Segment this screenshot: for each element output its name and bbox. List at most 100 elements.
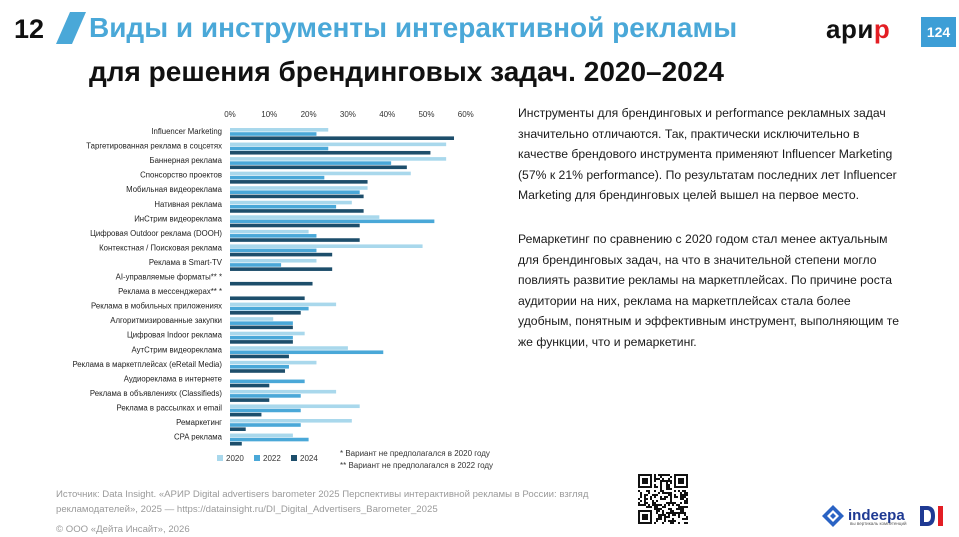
bar-2022 <box>230 408 301 413</box>
bar-2022 <box>230 423 301 427</box>
bar-2024 <box>230 383 270 388</box>
slash-decoration <box>56 12 86 44</box>
category-label: CPA реклама <box>174 433 223 442</box>
bar-2022 <box>230 306 309 311</box>
bar-2020 <box>230 128 329 132</box>
bar-2020 <box>230 346 348 350</box>
source-note: Источник: Data Insight. «АРИР Digital ad… <box>56 489 589 515</box>
bar-2020 <box>230 229 309 234</box>
x-tick-label: 30% <box>340 110 356 119</box>
bar-2020 <box>230 200 352 205</box>
category-label: АутСтрим видеореклама <box>132 345 223 354</box>
bar-2022 <box>230 263 282 267</box>
category-label: Мобильная видеореклама <box>126 185 223 194</box>
arir-logo: арир <box>826 14 891 44</box>
bar-2020 <box>230 317 274 321</box>
bar-2022 <box>230 321 293 325</box>
category-label: Реклама в Smart-TV <box>149 258 223 267</box>
footnote: ** Вариант не предполагался в 2022 году <box>340 461 493 470</box>
bar-2024 <box>230 165 407 170</box>
indeepa-diamond-icon <box>822 505 844 527</box>
bar-2022 <box>230 437 309 442</box>
legend-swatch <box>217 455 223 461</box>
bar-2020 <box>230 157 447 161</box>
bar-2020 <box>230 258 317 263</box>
legend-label: 2020 <box>226 454 244 463</box>
bar-2024 <box>230 180 368 184</box>
bar-2022 <box>230 175 325 180</box>
section-number: 12 <box>14 14 45 44</box>
category-label: Баннерная реклама <box>149 156 222 165</box>
category-label: Алгоритмизированные закупки <box>110 316 222 325</box>
bar-2024 <box>230 281 313 286</box>
bar-2024 <box>230 427 246 431</box>
bar-2024 <box>230 296 305 301</box>
bar-2024 <box>230 412 262 417</box>
bar-2020 <box>230 331 305 336</box>
category-label: AI-управляемые форматы** * <box>116 273 222 282</box>
category-label: Спонсорство проектов <box>140 171 222 180</box>
page-number-badge: 124 <box>921 17 956 47</box>
bar-2022 <box>230 234 317 238</box>
bar-2024 <box>230 311 301 315</box>
bar-2022 <box>230 204 337 209</box>
paragraph-remarketing: Ремаркетинг по сравнению с 2020 годом ст… <box>518 232 900 349</box>
category-label: Реклама в объявлениях (Classifieds) <box>90 389 222 398</box>
category-label: ИнСтрим видеореклама <box>134 214 222 223</box>
x-tick-label: 40% <box>379 110 395 119</box>
bar-2022 <box>230 379 305 384</box>
bar-2020 <box>230 360 317 365</box>
x-tick-label: 10% <box>261 110 277 119</box>
bar-2022 <box>230 335 293 340</box>
copyright-note: © ООО «Дейта Инсайт», 2026 <box>56 524 190 535</box>
bar-chart: 0% 10% 20% 30% 40% 50% 60% Influencer Marketing… <box>72 110 493 470</box>
category-label: Цифровая Outdoor реклама (DOOH) <box>90 229 222 238</box>
legend-label: 2022 <box>263 454 281 463</box>
category-label: Реклама в мобильных приложениях <box>91 302 222 311</box>
bar-2024 <box>230 325 293 330</box>
page-title-line2: для решения брендинговых задач. 2020–202… <box>89 56 724 87</box>
x-tick-label: 20% <box>301 110 317 119</box>
bar-2022 <box>230 190 360 194</box>
bar-2022 <box>230 146 329 151</box>
category-label: Цифровая Indoor реклама <box>127 331 223 340</box>
bar-2022 <box>230 394 301 398</box>
category-label: Таргетированная реклама в соцсетях <box>86 142 222 151</box>
bar-2024 <box>230 354 289 359</box>
paragraph-influencer: Инструменты для брендинговых и performan… <box>518 106 897 203</box>
page-title-line1: Виды и инструменты интерактивной рекламы <box>89 12 738 43</box>
bar-2020 <box>230 171 411 176</box>
bar-2024 <box>230 223 360 228</box>
bar-2020 <box>230 215 380 219</box>
legend-label: 2024 <box>300 454 318 463</box>
category-label: Реклама в маркетплейсах (eRetail Media) <box>72 360 222 369</box>
bar-2024 <box>230 267 333 271</box>
category-label: Ремаркетинг <box>176 418 222 427</box>
bar-2020 <box>230 302 337 307</box>
bar-2024 <box>230 194 364 199</box>
bar-2024 <box>230 369 286 373</box>
bar-2020 <box>230 186 368 190</box>
bar-2024 <box>230 209 364 213</box>
qr-code[interactable] <box>638 474 688 524</box>
x-tick-label: 0% <box>224 110 236 119</box>
bar-2020 <box>230 419 352 423</box>
bar-2024 <box>230 340 293 344</box>
legend-swatch <box>291 455 297 461</box>
category-label: Реклама в мессенджерах** * <box>118 287 222 296</box>
data-insight-logo <box>920 506 943 526</box>
category-label: Контекстная / Поисковая реклама <box>99 243 223 252</box>
bar-2020 <box>230 142 447 147</box>
bar-2024 <box>230 252 333 257</box>
bar-2020 <box>230 404 360 409</box>
indeepa-logo: indeepa вы вертикаль компетенций <box>822 505 907 527</box>
x-tick-label: 50% <box>418 110 434 119</box>
bar-2020 <box>230 433 293 438</box>
bar-2022 <box>230 248 317 253</box>
bar-2022 <box>230 219 435 224</box>
category-label: Реклама в рассылках и email <box>116 403 222 412</box>
footnote: * Вариант не предполагался в 2020 году <box>340 449 490 458</box>
category-label: Influencer Marketing <box>151 127 222 136</box>
bar-2020 <box>230 244 423 248</box>
legend-swatch <box>254 455 260 461</box>
